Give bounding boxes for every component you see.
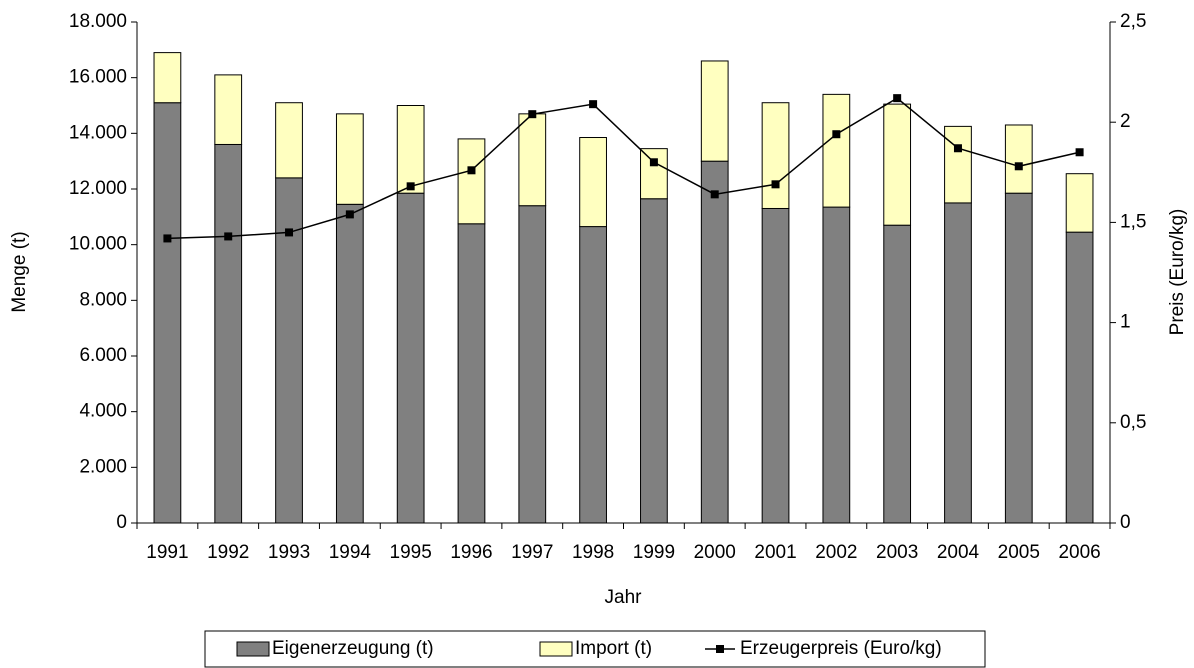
bar (761, 102, 790, 209)
bar (457, 138, 486, 225)
y2-tick-label: 0 (1120, 512, 1131, 533)
bar (153, 102, 182, 524)
y-tick-label: 4.000 (79, 401, 127, 422)
legend-label: Import (t) (575, 638, 652, 659)
price-marker (1014, 162, 1023, 171)
x-tick-label: 2005 (998, 542, 1040, 563)
x-tick-label: 1996 (450, 542, 492, 563)
bar (275, 102, 303, 179)
price-marker (832, 130, 841, 139)
price-marker (163, 234, 172, 243)
x-tick-label: 1998 (572, 542, 614, 563)
bar (518, 113, 547, 207)
y-tick-label: 2.000 (79, 456, 127, 477)
bar (883, 103, 912, 226)
price-marker (528, 110, 537, 119)
y-tick-label: 16.000 (69, 67, 127, 88)
price-marker (1075, 148, 1084, 157)
bar (1065, 231, 1094, 524)
x-tick-label: 1992 (207, 542, 249, 563)
x-tick-label: 2004 (937, 542, 980, 563)
bar (640, 198, 668, 524)
bar (275, 177, 303, 524)
y-tick-label: 18.000 (69, 11, 127, 32)
bar (396, 192, 425, 524)
bar (883, 224, 912, 524)
price-marker (285, 228, 294, 237)
x-tick-label: 1999 (633, 542, 675, 563)
bar (944, 125, 972, 204)
price-marker (771, 180, 780, 189)
y-tick-label: 0 (116, 512, 127, 533)
bar (457, 223, 486, 524)
bar (579, 137, 607, 228)
x-tick-label: 1991 (146, 542, 188, 563)
x-tick-label: 1994 (329, 542, 372, 563)
price-marker (589, 100, 598, 109)
price-marker (953, 144, 962, 153)
y-tick-label: 14.000 (69, 122, 127, 143)
legend-box (204, 630, 986, 668)
price-marker (406, 182, 415, 191)
price-marker (345, 210, 354, 219)
price-marker (710, 190, 719, 199)
bar (944, 202, 972, 524)
y-tick-label: 10.000 (69, 234, 127, 255)
price-marker (649, 158, 658, 167)
y-tick-label: 6.000 (79, 345, 127, 366)
bar (1004, 192, 1033, 524)
y2-axis-label: Preis (Euro/kg) (1167, 209, 1188, 336)
bar (396, 105, 425, 194)
y-tick-label: 12.000 (69, 178, 127, 199)
bar (335, 203, 364, 524)
x-axis-label: Jahr (605, 587, 643, 608)
bar (700, 160, 729, 524)
bar (518, 205, 547, 524)
price-line (167, 97, 1080, 240)
bar (640, 148, 668, 200)
bar (822, 93, 851, 208)
x-tick-label: 2006 (1058, 542, 1100, 563)
x-tick-label: 2000 (694, 542, 736, 563)
price-marker (893, 94, 902, 103)
bar (761, 207, 790, 524)
y2-tick-label: 2,5 (1120, 11, 1146, 32)
legend-swatch (236, 641, 270, 657)
x-tick-label: 2003 (876, 542, 918, 563)
y2-tick-label: 1,5 (1120, 211, 1146, 232)
bar (214, 74, 243, 145)
legend-swatch (539, 641, 573, 657)
bar (335, 113, 364, 205)
bar (700, 60, 729, 162)
x-tick-label: 2002 (815, 542, 857, 563)
legend-label: Erzeugerpreis (Euro/kg) (740, 638, 942, 659)
bar (1004, 124, 1033, 194)
legend-marker (716, 645, 724, 653)
bar (153, 52, 182, 104)
y-tick-label: 8.000 (79, 289, 127, 310)
bar (214, 143, 243, 524)
y2-tick-label: 2 (1120, 111, 1131, 132)
x-tick-label: 1997 (511, 542, 553, 563)
y2-tick-label: 0,5 (1120, 412, 1146, 433)
bar (579, 226, 607, 524)
y-axis-label: Menge (t) (9, 231, 30, 312)
price-marker (467, 166, 476, 175)
price-marker (224, 232, 233, 241)
y2-tick-label: 1 (1120, 312, 1131, 333)
x-tick-label: 1995 (390, 542, 432, 563)
bar (1065, 173, 1094, 233)
bar (822, 206, 851, 524)
legend-label: Eigenerzeugung (t) (272, 638, 434, 659)
x-tick-label: 1993 (268, 542, 310, 563)
x-tick-label: 2001 (754, 542, 796, 563)
